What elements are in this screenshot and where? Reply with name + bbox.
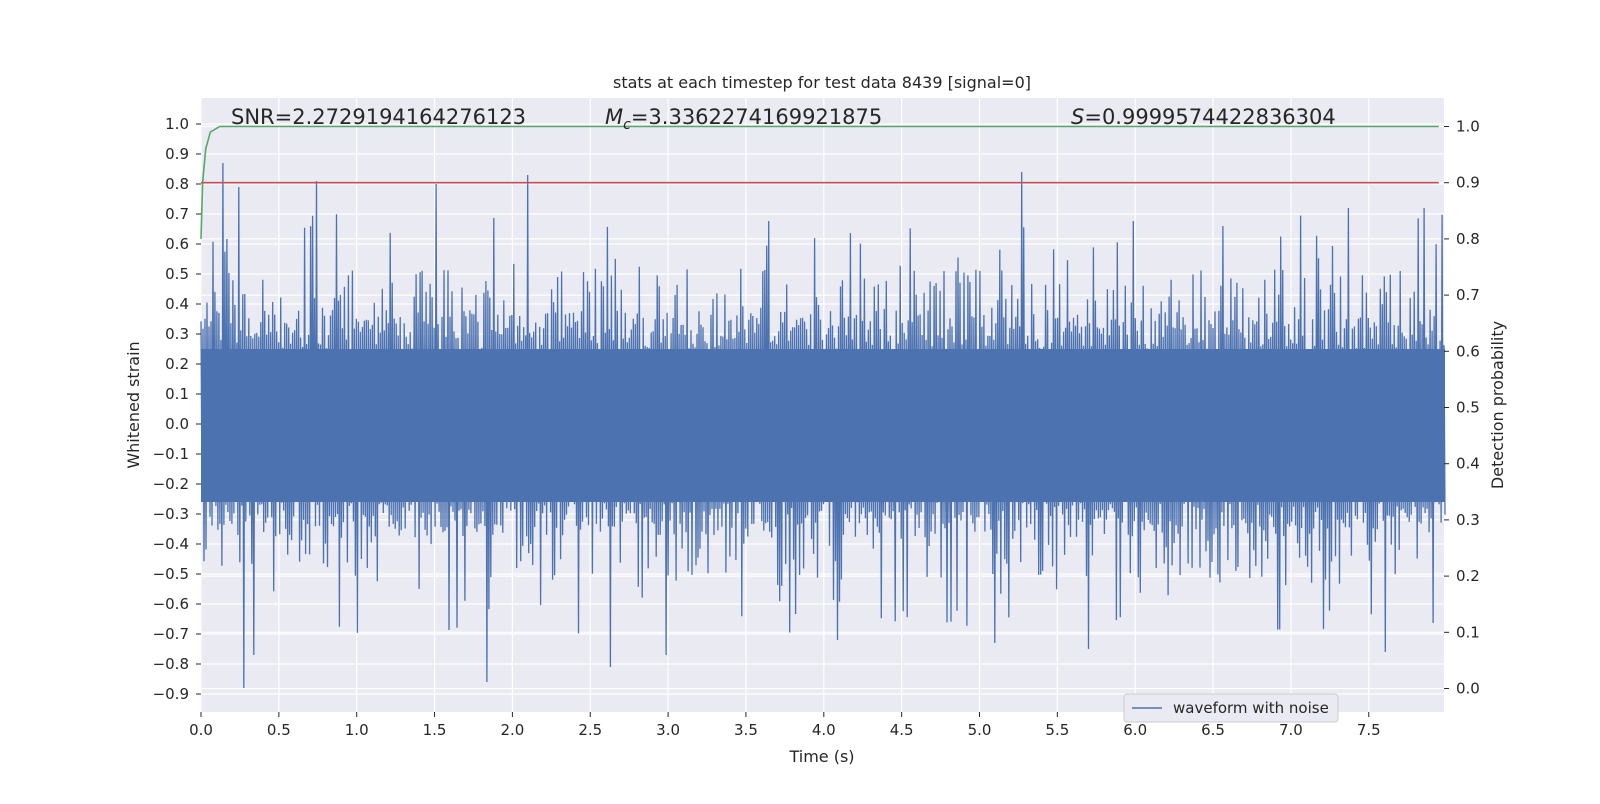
left-y-tick-label: −0.2 xyxy=(153,475,189,493)
x-tick-label: 7.0 xyxy=(1279,721,1303,739)
left-y-tick-label: 1.0 xyxy=(165,115,189,133)
x-tick-label: 3.5 xyxy=(734,721,758,739)
legend-label-waveform: waveform with noise xyxy=(1173,699,1329,717)
right-y-tick-label: 0.5 xyxy=(1456,399,1480,417)
probability-series xyxy=(200,125,1439,239)
left-y-tick-label: 0.8 xyxy=(165,175,189,193)
waveform-line xyxy=(200,162,1446,689)
x-tick-label: 6.5 xyxy=(1201,721,1225,739)
right-y-tick-label: 0.8 xyxy=(1456,230,1480,248)
x-tick-label: 7.5 xyxy=(1357,721,1381,739)
left-y-tick-label: 0.1 xyxy=(165,385,189,403)
detection-stat-symbol: S xyxy=(1071,105,1084,129)
x-tick-label: 4.5 xyxy=(890,721,914,739)
left-y-tick-label: 0.7 xyxy=(165,205,189,223)
left-y-tick-label: −0.9 xyxy=(153,685,189,703)
x-tick-label: 4.0 xyxy=(812,721,836,739)
left-y-tick-label: 0.4 xyxy=(165,295,189,313)
right-y-tick-label: 0.1 xyxy=(1456,623,1480,641)
chirp-mass-symbol: M xyxy=(605,105,623,129)
chirp-mass-annotation: Mc=3.3362274169921875 xyxy=(605,105,882,133)
x-tick-label: 5.0 xyxy=(968,721,992,739)
x-tick-label: 2.5 xyxy=(578,721,602,739)
x-tick-label: 2.0 xyxy=(500,721,524,739)
left-y-tick-label: −0.3 xyxy=(153,505,189,523)
probability-line xyxy=(200,125,1439,239)
left-y-tick-label: 0.0 xyxy=(165,415,189,433)
left-y-tick-label: 0.5 xyxy=(165,265,189,283)
x-tick-label: 1.5 xyxy=(423,721,447,739)
x-axis-ticks: 0.0 0.5 1.0 1.5 2.0 2.5 3.0 3.5 4.0 4.5 5.0 5.5 6.0 6… xyxy=(189,712,1381,739)
legend-box xyxy=(1123,693,1339,723)
left-y-tick-label: −0.4 xyxy=(153,535,189,553)
x-tick-label: 0.5 xyxy=(267,721,291,739)
right-y-tick-label: 0.7 xyxy=(1456,286,1480,304)
left-y-tick-label: −0.6 xyxy=(153,595,189,613)
right-y-axis-label: Detection probability xyxy=(1488,321,1507,489)
x-tick-label: 1.0 xyxy=(345,721,369,739)
left-y-tick-label: −0.8 xyxy=(153,655,189,673)
chirp-mass-subscript: c xyxy=(623,117,631,133)
right-y-tick-label: 0.6 xyxy=(1456,342,1480,360)
right-y-tick-label: 1.0 xyxy=(1456,118,1480,136)
left-y-axis-ticks: 1.0 0.9 0.8 0.7 0.6 0.5 0.4 0.3 0.2 0.1 0.0 −0.1 −0.… xyxy=(153,115,201,703)
right-y-tick-label: 0.9 xyxy=(1456,174,1480,192)
left-y-tick-label: 0.6 xyxy=(165,235,189,253)
x-tick-label: 3.0 xyxy=(656,721,680,739)
left-y-tick-label: 0.3 xyxy=(165,325,189,343)
legend: waveform with noise xyxy=(1123,693,1339,723)
detection-stat-annotation: S=0.9999574422836304 xyxy=(1071,105,1336,129)
x-axis-label: Time (s) xyxy=(788,747,854,766)
x-tick-label: 5.5 xyxy=(1045,721,1069,739)
left-y-tick-label: 0.9 xyxy=(165,145,189,163)
left-y-tick-label: −0.7 xyxy=(153,625,189,643)
left-y-axis-label: Whitened strain xyxy=(124,341,143,468)
right-y-tick-label: 0.0 xyxy=(1456,680,1480,698)
chirp-mass-value: =3.3362274169921875 xyxy=(631,105,882,129)
right-y-axis-ticks: 1.0 0.9 0.8 0.7 0.6 0.5 0.4 0.3 0.2 0.1 0.0 xyxy=(1444,118,1480,698)
chart-title: stats at each timestep for test data 843… xyxy=(613,73,1031,92)
right-y-tick-label: 0.4 xyxy=(1456,455,1480,473)
detection-stat-value: =0.9999574422836304 xyxy=(1084,105,1335,129)
left-y-tick-label: −0.5 xyxy=(153,565,189,583)
right-y-tick-label: 0.2 xyxy=(1456,567,1480,585)
left-y-tick-label: 0.2 xyxy=(165,355,189,373)
snr-annotation: SNR=2.2729194164276123 xyxy=(231,105,526,129)
right-y-tick-label: 0.3 xyxy=(1456,511,1480,529)
left-y-tick-label: −0.1 xyxy=(153,445,189,463)
waveform-series xyxy=(200,162,1446,689)
x-tick-label: 6.0 xyxy=(1123,721,1147,739)
x-tick-label: 0.0 xyxy=(189,721,213,739)
